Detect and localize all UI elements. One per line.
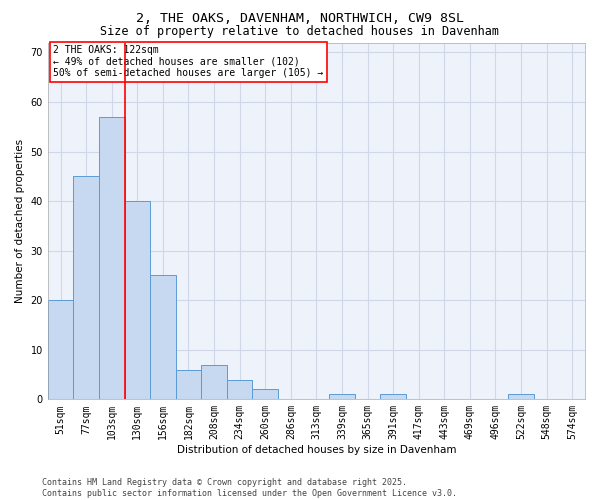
Bar [150, 276, 176, 400]
Bar [227, 380, 253, 400]
Bar [508, 394, 534, 400]
Text: 2, THE OAKS, DAVENHAM, NORTHWICH, CW9 8SL: 2, THE OAKS, DAVENHAM, NORTHWICH, CW9 8S… [136, 12, 464, 26]
Bar [380, 394, 406, 400]
Bar [73, 176, 99, 400]
Bar [176, 370, 201, 400]
Bar [329, 394, 355, 400]
Bar [48, 300, 73, 400]
Bar [253, 390, 278, 400]
Y-axis label: Number of detached properties: Number of detached properties [15, 139, 25, 303]
Text: Size of property relative to detached houses in Davenham: Size of property relative to detached ho… [101, 25, 499, 38]
Bar [99, 117, 125, 400]
Text: 2 THE OAKS: 122sqm
← 49% of detached houses are smaller (102)
50% of semi-detach: 2 THE OAKS: 122sqm ← 49% of detached hou… [53, 45, 323, 78]
X-axis label: Distribution of detached houses by size in Davenham: Distribution of detached houses by size … [176, 445, 456, 455]
Bar [125, 201, 150, 400]
Text: Contains HM Land Registry data © Crown copyright and database right 2025.
Contai: Contains HM Land Registry data © Crown c… [42, 478, 457, 498]
Bar [201, 364, 227, 400]
